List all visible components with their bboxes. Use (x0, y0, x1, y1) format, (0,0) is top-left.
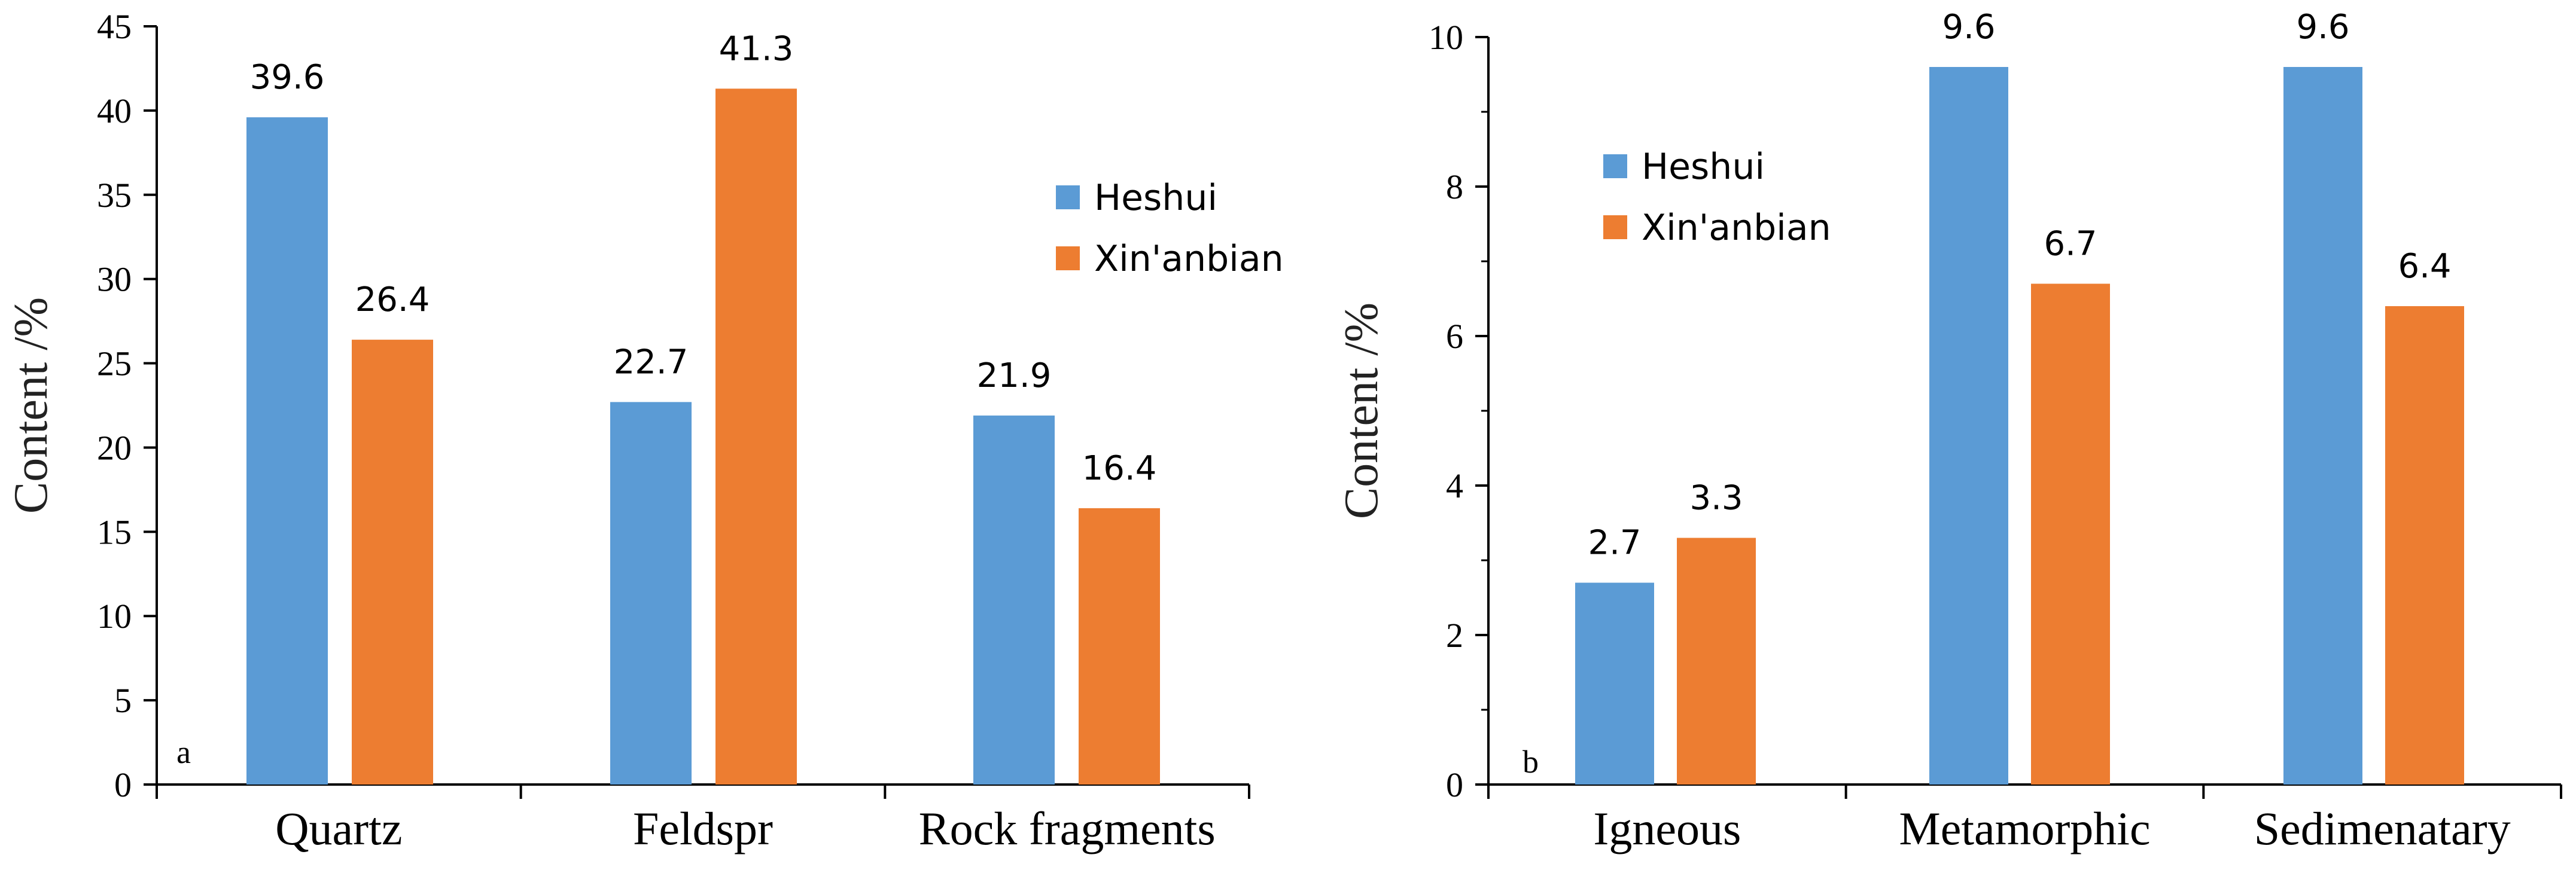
bar-heshui-0 (1575, 582, 1654, 785)
bar-value-label: 3.3 (1689, 479, 1743, 518)
legend-swatch (1603, 154, 1627, 178)
y-tick-label: 2 (1446, 616, 1463, 655)
bar-value-label: 6.4 (2398, 247, 2451, 286)
y-tick-label: 15 (97, 512, 132, 551)
bar-heshui-1 (1929, 67, 2008, 785)
panel-letter: a (176, 734, 191, 770)
x-category-label: Metamorphic (1899, 802, 2150, 854)
bar-xinanbian-0 (1677, 538, 1756, 785)
bar-xinanbian-1 (715, 88, 797, 785)
chart-panel-b: 0 2 4 6 8 10 Igneous Metamorphic Sedimenatary 2.7… (1335, 8, 2562, 854)
x-category-label: Sedimenatary (2254, 802, 2511, 854)
bar-xinanbian-2 (1079, 508, 1160, 785)
y-tick-label: 8 (1446, 167, 1463, 206)
y-tick-label: 20 (97, 428, 132, 467)
bar-xinanbian-0 (352, 340, 433, 785)
x-category-label: Feldspr (633, 802, 773, 854)
bar-value-label: 16.4 (1082, 449, 1157, 488)
y-tick-label: 0 (1446, 765, 1463, 804)
legend-swatch (1056, 246, 1080, 270)
y-tick-label: 45 (97, 7, 132, 46)
bar-value-label: 9.6 (2296, 8, 2349, 47)
y-tick-label: 30 (97, 260, 132, 299)
x-category-label: Quartz (275, 802, 402, 854)
bar-value-label: 39.6 (250, 58, 325, 97)
y-tick-label: 10 (97, 597, 132, 636)
panel-letter: b (1523, 744, 1539, 780)
y-tick-label: 25 (97, 344, 132, 383)
y-tick-label: 40 (97, 91, 132, 130)
y-tick-label: 35 (97, 176, 132, 215)
bar-heshui-0 (246, 117, 328, 785)
y-tick-label: 4 (1446, 466, 1463, 505)
bar-value-label: 6.7 (2044, 225, 2097, 264)
chart-panel-a: 0 5 10 15 20 25 30 35 40 45 Quartz Feldspr Rock frag… (5, 7, 1284, 854)
legend-label: Xin'anbian (1642, 207, 1831, 249)
bar-xinanbian-2 (2385, 306, 2464, 785)
bar-xinanbian-1 (2031, 283, 2110, 785)
bar-value-label: 22.7 (614, 343, 689, 381)
y-tick-label: 5 (114, 681, 132, 720)
bar-heshui-2 (973, 415, 1055, 785)
x-category-label: Igneous (1593, 802, 1741, 854)
y-tick-label: 6 (1446, 317, 1463, 356)
legend-label: Xin'anbian (1094, 238, 1284, 280)
y-axis-title: Content /% (5, 297, 57, 514)
bar-heshui-2 (2283, 67, 2362, 785)
bar-value-label: 2.7 (1588, 524, 1641, 563)
y-tick-label: 10 (1429, 18, 1463, 57)
legend-swatch (1056, 185, 1080, 209)
y-tick-label: 0 (114, 765, 132, 804)
x-category-label: Rock fragments (919, 802, 1216, 854)
bar-value-label: 41.3 (719, 29, 794, 68)
legend-label: Heshui (1094, 177, 1217, 219)
bar-value-label: 26.4 (355, 280, 430, 319)
legend-swatch (1603, 215, 1627, 239)
y-axis-title: Content /% (1335, 303, 1388, 519)
bar-heshui-1 (610, 402, 692, 785)
bar-value-label: 21.9 (977, 356, 1052, 395)
bar-value-label: 9.6 (1942, 8, 1995, 47)
legend-label: Heshui (1642, 146, 1765, 188)
